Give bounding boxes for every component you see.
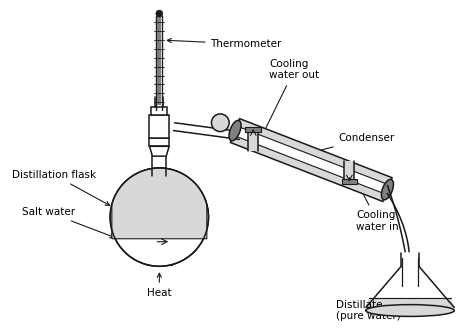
Bar xyxy=(246,127,261,132)
Polygon shape xyxy=(345,161,354,183)
Polygon shape xyxy=(248,132,258,151)
Polygon shape xyxy=(112,168,207,239)
Polygon shape xyxy=(149,146,169,156)
Text: Heat: Heat xyxy=(147,273,172,298)
Polygon shape xyxy=(149,115,169,138)
Text: Distillation flask: Distillation flask xyxy=(12,170,109,205)
Polygon shape xyxy=(366,298,454,307)
Circle shape xyxy=(211,114,229,132)
Text: Salt water: Salt water xyxy=(22,207,114,238)
Ellipse shape xyxy=(366,305,454,316)
Text: Condenser: Condenser xyxy=(305,133,394,155)
Polygon shape xyxy=(152,107,167,115)
Polygon shape xyxy=(149,138,169,146)
Text: Distillate
(pure water): Distillate (pure water) xyxy=(337,300,401,321)
Ellipse shape xyxy=(382,179,393,200)
Circle shape xyxy=(156,10,163,17)
Bar xyxy=(341,179,357,184)
Text: Cooling
water in: Cooling water in xyxy=(356,182,399,232)
Polygon shape xyxy=(233,126,389,194)
Text: Thermometer: Thermometer xyxy=(167,38,282,49)
Circle shape xyxy=(110,168,209,266)
Text: Cooling
water out: Cooling water out xyxy=(261,59,319,138)
Polygon shape xyxy=(230,119,392,202)
Ellipse shape xyxy=(229,120,241,141)
